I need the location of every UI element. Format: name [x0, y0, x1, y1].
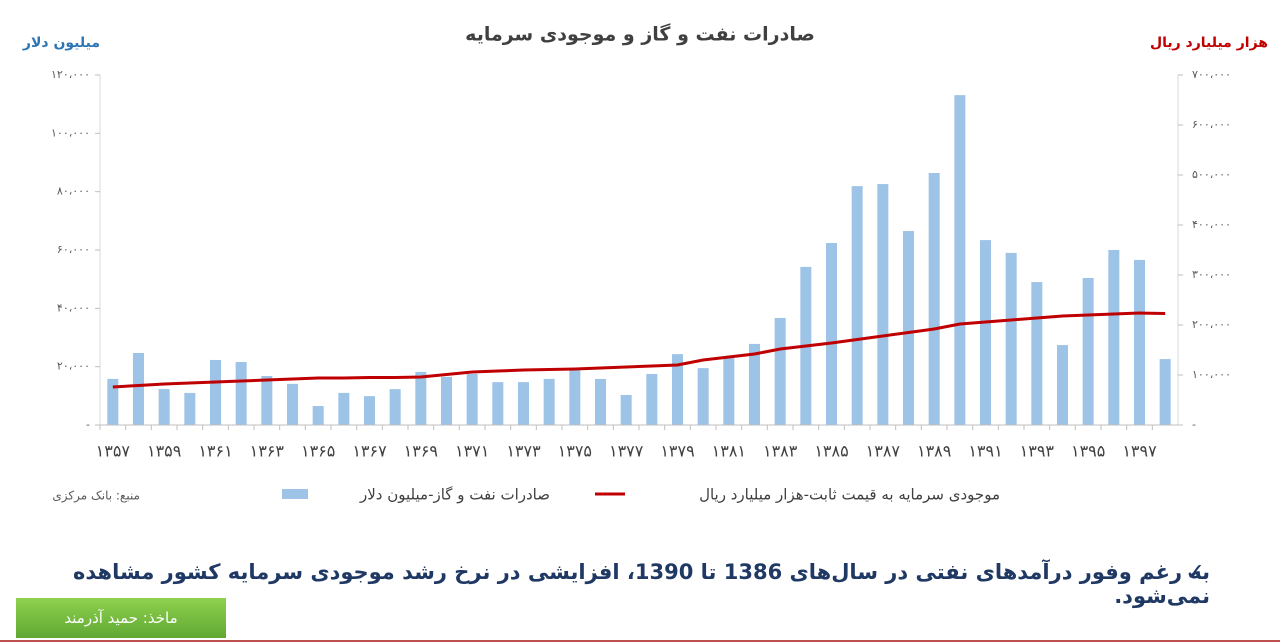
y2-tick-label: ۱۰۰،۰۰۰	[1192, 368, 1231, 381]
y2-tick-label: ۳۰۰،۰۰۰	[1192, 268, 1231, 281]
bar	[851, 186, 863, 425]
bar	[620, 394, 632, 425]
bar	[184, 392, 196, 425]
y-tick-label: ۱۰۰،۰۰۰	[51, 126, 90, 139]
note: به رغم وفور درآمدهای نفتی در سال‌های 138…	[72, 560, 1210, 608]
x-tick-label: ۱۳۸۵	[814, 442, 848, 461]
y2-tick-label: ۶۰۰،۰۰۰	[1192, 118, 1231, 131]
y-tick-label: ۱۲۰،۰۰۰	[51, 68, 90, 81]
y2-tick-label: -	[1192, 418, 1196, 431]
x-tick-label: ۱۳۸۹	[917, 442, 951, 461]
line	[112, 311, 1166, 389]
bar	[697, 368, 709, 425]
bottom-rule	[0, 640, 1280, 642]
x-tick-label: ۱۳۸۳	[763, 442, 798, 461]
y-tick-label: -	[86, 418, 90, 431]
check-icon: ✓	[1185, 558, 1206, 586]
x-tick-label: ۱۳۵۷	[96, 442, 131, 461]
bar	[749, 343, 760, 425]
y2-tick-label: ۲۰۰،۰۰۰	[1192, 318, 1231, 331]
y2-tick-label: ۴۰۰،۰۰۰	[1192, 218, 1231, 231]
bar	[338, 392, 350, 425]
bar	[646, 373, 658, 425]
bar	[261, 376, 273, 425]
bar	[1031, 282, 1043, 425]
bar	[492, 382, 504, 425]
bar	[441, 376, 452, 425]
x-tick-label: ۱۳۷۷	[609, 442, 644, 461]
x-tick-label: ۱۳۶۱	[198, 442, 232, 461]
bar	[364, 396, 375, 425]
y2-axis-title: هزار میلیارد ریال	[1150, 35, 1268, 51]
bar	[287, 383, 298, 425]
x-tick-label: ۱۳۶۳	[250, 442, 285, 461]
bar	[595, 378, 606, 425]
bar	[980, 240, 991, 425]
bar	[543, 378, 555, 425]
x-tick-label: ۱۳۷۳	[506, 442, 541, 461]
bar	[672, 354, 683, 425]
source: منبع: بانک مرکزی	[52, 489, 140, 504]
x-tick-label: ۱۳۸۷	[866, 442, 901, 461]
x-tick-label: ۱۳۹۳	[1020, 442, 1055, 461]
bar	[1005, 252, 1017, 425]
x-tick-label: ۱۳۶۹	[404, 442, 438, 461]
y-tick-label: ۴۰،۰۰۰	[57, 301, 90, 314]
bar	[1108, 250, 1120, 425]
x-tick-label: ۱۳۹۷	[1122, 442, 1157, 461]
y-axis-title: میلیون دلار	[22, 35, 100, 51]
x-tick-label: ۱۳۷۱	[455, 442, 489, 461]
legend-label: موجودی سرمایه به قیمت ثابت-هزار میلیارد …	[699, 486, 1000, 504]
bar	[1082, 278, 1094, 425]
x-tick-label: ۱۳۹۵	[1071, 442, 1105, 461]
x-tick-label: ۱۳۶۷	[352, 442, 387, 461]
bar	[826, 243, 837, 425]
bar	[1134, 259, 1145, 425]
bar	[158, 389, 170, 425]
y-tick-label: ۸۰،۰۰۰	[57, 185, 90, 198]
x-tick-label: ۱۳۹۱	[968, 442, 1002, 461]
x-tick-label: ۱۳۵۹	[147, 442, 181, 461]
y-tick-label: ۶۰،۰۰۰	[57, 243, 90, 256]
bar	[518, 382, 529, 425]
bar	[235, 362, 247, 425]
y2-tick-label: ۷۰۰،۰۰۰	[1192, 68, 1231, 81]
chart-title: صادرات نفت و گاز و موجودی سرمایه	[465, 23, 815, 46]
legend-label: صادرات نفت و گاز-میلیون دلار	[359, 486, 550, 504]
x-tick-label: ۱۳۷۹	[660, 442, 694, 461]
y-tick-label: ۲۰،۰۰۰	[57, 360, 90, 373]
bar	[389, 389, 401, 425]
bar	[723, 357, 735, 425]
bar	[107, 378, 119, 425]
x-tick-label: ۱۳۸۱	[712, 442, 746, 461]
bar	[210, 359, 221, 425]
bar	[877, 184, 889, 425]
bar	[954, 95, 966, 425]
credit: ماخذ: حمید آذرمند	[16, 598, 226, 638]
bar	[466, 373, 478, 425]
x-tick-label: ۱۳۶۵	[301, 442, 335, 461]
x-tick-label: ۱۳۷۵	[558, 442, 592, 461]
bar	[415, 371, 427, 425]
bar	[928, 173, 940, 425]
bar	[569, 369, 581, 425]
bar	[774, 317, 786, 425]
y2-tick-label: ۵۰۰،۰۰۰	[1192, 168, 1231, 181]
bar	[1057, 345, 1068, 425]
bar	[312, 406, 324, 425]
bar	[903, 231, 914, 425]
legend-swatch	[282, 489, 308, 499]
bar	[133, 352, 144, 425]
bar	[1159, 359, 1171, 425]
